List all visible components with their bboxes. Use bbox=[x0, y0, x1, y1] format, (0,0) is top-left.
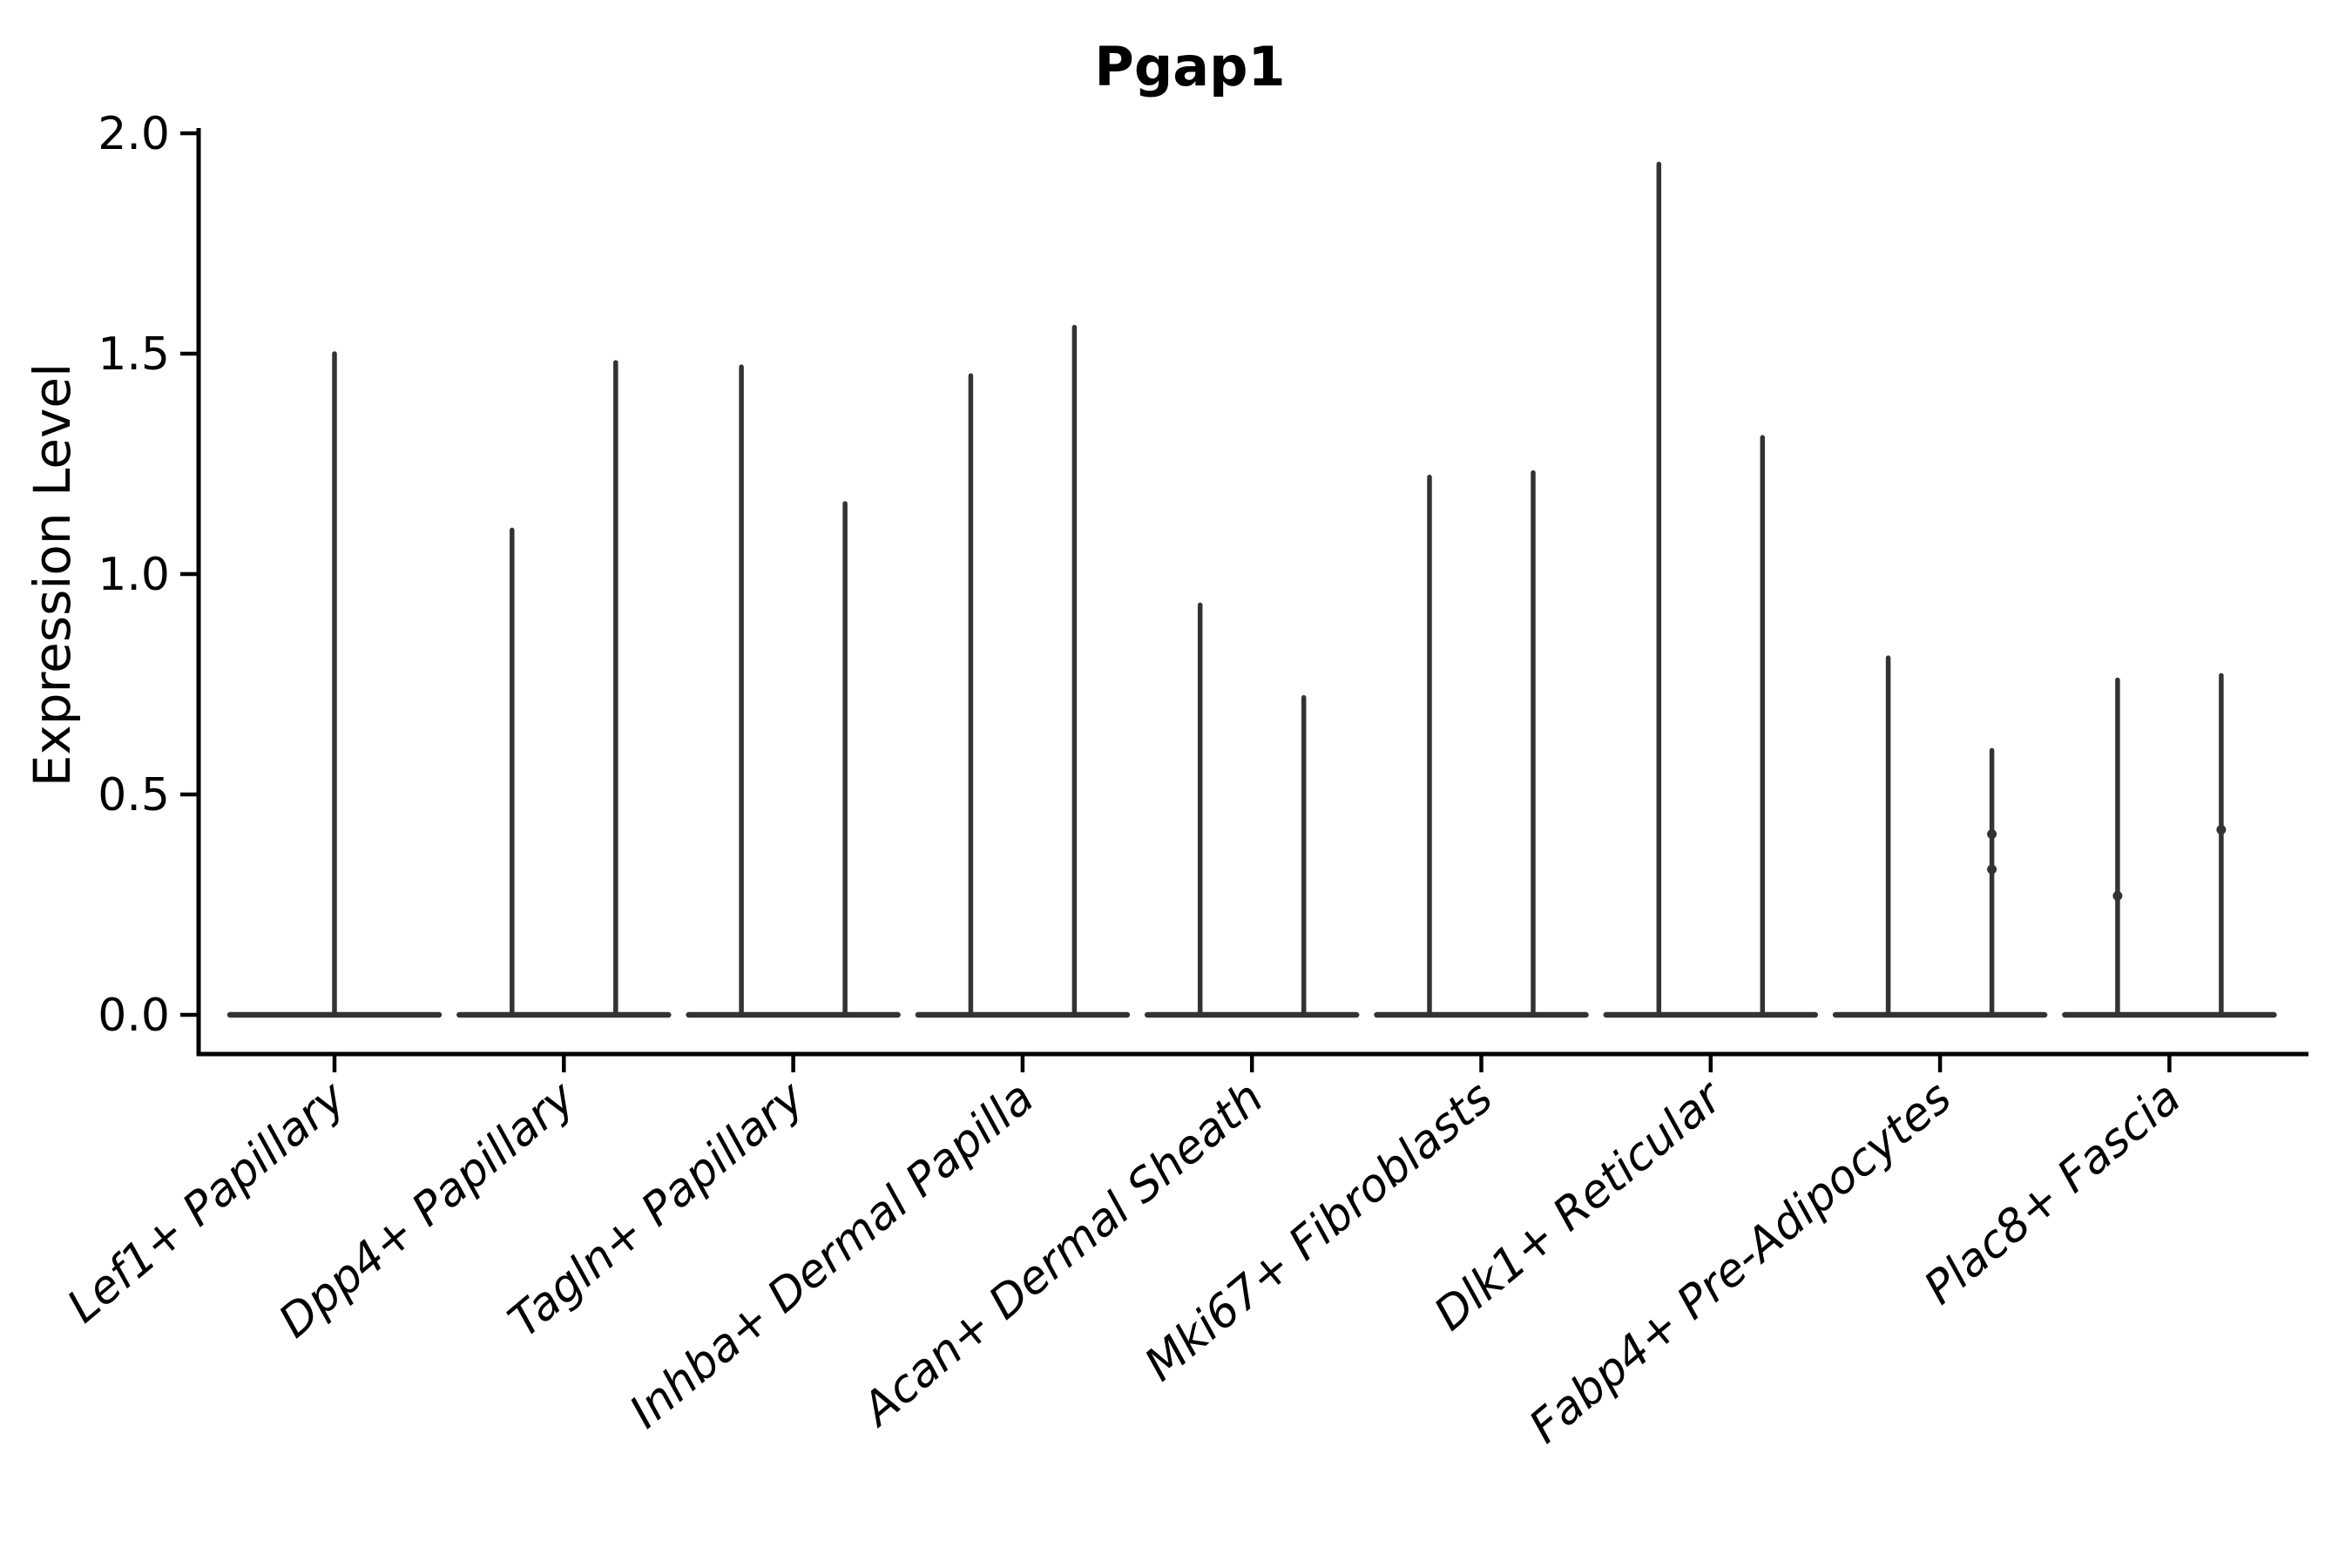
violin-bump bbox=[2112, 890, 2123, 901]
violin-group-fabp4-pre-adipocytes bbox=[1832, 655, 2048, 1018]
y-tick-label: 2.0 bbox=[98, 108, 170, 160]
y-axis-ticks: 0.0 0.5 1.0 1.5 2.0 bbox=[98, 108, 199, 1042]
violins-layer bbox=[226, 161, 2277, 1018]
y-tick-label: 0.0 bbox=[98, 990, 170, 1042]
violin-group-dpp4-papillary bbox=[456, 360, 672, 1018]
chart-title: Pgap1 bbox=[1094, 35, 1285, 98]
violin-group-plac8-fascia bbox=[2062, 672, 2277, 1018]
violin-group-lef1-papillary bbox=[226, 351, 443, 1018]
violin-group-dlk1-reticular bbox=[1603, 161, 1819, 1018]
violin-bump bbox=[1987, 829, 1997, 840]
x-tick-label-fabp4-pre-adipocytes: Fabp4+ Pre-Adipocytes bbox=[1520, 1071, 1962, 1454]
y-tick-label: 0.5 bbox=[98, 769, 170, 821]
violin-group-inhba-dermal-papilla bbox=[915, 324, 1131, 1018]
y-axis-label: Expression Level bbox=[23, 363, 82, 787]
y-tick-label: 1.0 bbox=[98, 549, 170, 601]
y-tick-label: 1.5 bbox=[98, 328, 170, 381]
violin-group-mki67-fibroblasts bbox=[1374, 470, 1589, 1018]
violin-group-acan-dermal-sheath bbox=[1144, 602, 1360, 1018]
violin-group-tagln-papillary bbox=[686, 364, 901, 1018]
violin-bump bbox=[2216, 824, 2227, 835]
violin-bump bbox=[1987, 864, 1997, 875]
x-tick-label-inhba-dermal-papilla: Inhba+ Dermal Papilla bbox=[620, 1071, 1044, 1439]
x-tick-label-acan-dermal-sheath: Acan+ Dermal Sheath bbox=[851, 1071, 1274, 1437]
